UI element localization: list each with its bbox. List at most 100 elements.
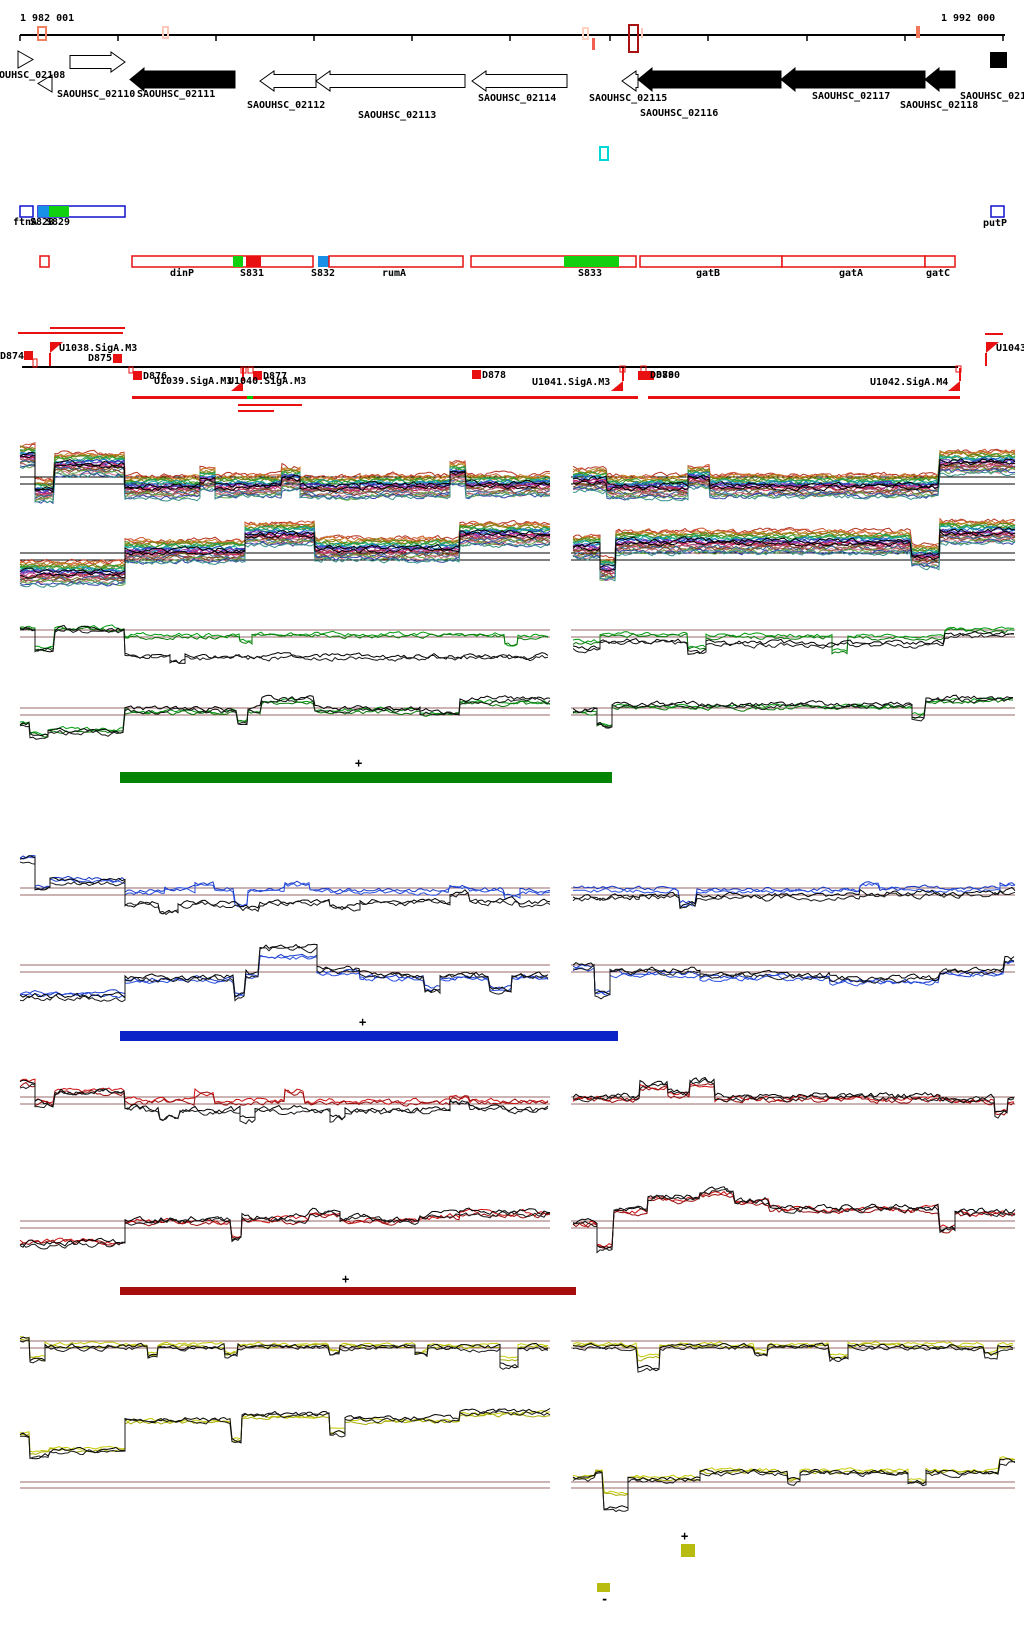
annotation-flag-U1038[interactable] (50, 342, 63, 353)
trace-line (19, 1208, 551, 1246)
gene-SAOUHSC_02116[interactable] (637, 66, 782, 93)
trace-line (19, 953, 549, 996)
feature-row2-box[interactable] (639, 255, 783, 268)
trace-line (572, 628, 1015, 655)
gene-SAOUHSC_02114[interactable] (471, 70, 568, 92)
annotation-flag-U1042[interactable] (948, 381, 960, 391)
trace-line (19, 955, 549, 999)
gene-SAOUHSC_02108[interactable] (17, 50, 35, 69)
trace-line (572, 1193, 1016, 1249)
trace-line (19, 855, 551, 915)
feature-row2-box[interactable] (470, 255, 637, 268)
trace-line (19, 1339, 549, 1370)
trace-line (19, 531, 551, 579)
feature-row2-box[interactable] (328, 255, 464, 268)
expression-bar-blue[interactable] (120, 1031, 618, 1041)
feature-row1-box[interactable] (990, 205, 1005, 218)
trace-line (572, 697, 1014, 729)
marker-box-minus[interactable] (597, 1583, 610, 1592)
annotation-line (238, 404, 302, 406)
feature-row2-box[interactable] (39, 255, 50, 268)
marker-box-plus[interactable] (681, 1544, 695, 1557)
trace-line (572, 886, 1016, 910)
feature-row2-box[interactable] (318, 256, 329, 267)
gene-unlabeled[interactable] (37, 74, 53, 93)
trace-line (572, 958, 1015, 1000)
trace-line (19, 861, 551, 916)
annotation-box-D874[interactable] (24, 351, 33, 360)
annotation-line (238, 410, 274, 412)
feature-row1-box[interactable] (19, 205, 34, 218)
annotation-line (132, 396, 638, 399)
trace-line (572, 468, 1016, 501)
ruler-mark (592, 38, 595, 50)
ruler-mark (162, 26, 169, 39)
ruler-mark (37, 26, 47, 41)
trace-line (19, 1207, 551, 1248)
annotation-box-D878[interactable] (472, 370, 481, 379)
feature-row2-box[interactable] (924, 255, 956, 268)
annotation-box-D876[interactable] (133, 371, 142, 380)
trace-line (19, 454, 551, 497)
trace-line (572, 1456, 1016, 1495)
feature-row2-box[interactable] (781, 255, 926, 268)
trace-line (19, 539, 551, 587)
gene-SAOUHSC_02110[interactable] (69, 51, 126, 73)
annotation-pole (247, 366, 254, 374)
trace-line (19, 1211, 551, 1247)
trace-line (572, 1458, 1016, 1497)
feature-row2-box[interactable] (131, 255, 314, 268)
annotation-box-D875[interactable] (113, 354, 122, 363)
feature-row2-segment (564, 256, 619, 267)
gene-SAOUHSC_02111[interactable] (129, 66, 236, 93)
trace-line (572, 526, 1016, 569)
trace-line (572, 1190, 1016, 1248)
annotation-pole (128, 366, 134, 374)
feature-row1-segment (38, 206, 49, 217)
gene-SAOUHSC_02117[interactable] (780, 66, 926, 93)
trace-line (572, 460, 1016, 492)
trace-line (19, 1336, 549, 1359)
expression-bar-red[interactable] (120, 1287, 576, 1295)
trace-line (19, 943, 549, 999)
trace-line (572, 626, 1015, 652)
trace-line (19, 624, 549, 664)
ruler-mark (916, 26, 920, 38)
trace-line (572, 1076, 1015, 1114)
trace-line (19, 463, 551, 501)
annotation-flag-U1043[interactable] (986, 342, 999, 353)
trace-line (572, 1078, 1015, 1119)
gene-SAOUHSC_02118[interactable] (924, 66, 956, 93)
annotation-line (18, 332, 123, 334)
trace-line (572, 521, 1016, 564)
trace-line (572, 881, 1016, 904)
trace-line (19, 1081, 549, 1107)
annotation-flag-U1039-40[interactable] (231, 381, 243, 391)
annotation-box-D880[interactable] (645, 371, 654, 380)
annotation-box-D879[interactable] (638, 371, 647, 380)
trace-line (19, 449, 551, 489)
trace-line (572, 456, 1016, 486)
gene-SAOUHSC_02115[interactable] (621, 70, 639, 92)
trace-line (572, 890, 1016, 909)
trace-line (572, 1187, 1016, 1254)
trace-line (19, 624, 549, 649)
gene-SAOUHSC_02113[interactable] (315, 70, 466, 92)
feature-row2-segment (246, 256, 261, 267)
trace-line (19, 464, 551, 503)
expression-bar-green[interactable] (120, 772, 612, 783)
trace-line (572, 694, 1014, 728)
trace-line (572, 1186, 1016, 1250)
trace-line (572, 470, 1015, 502)
trace-line (19, 455, 551, 494)
annotation-flag-U1041[interactable] (611, 381, 623, 391)
trace-line (572, 630, 1014, 655)
gene-SAOUHSC_02112[interactable] (259, 70, 317, 92)
trace-line (19, 945, 549, 1003)
annotation-box-D877[interactable] (253, 371, 262, 380)
gene-SAOUHSC_0211[interactable] (990, 52, 1007, 68)
trace-line (572, 698, 1014, 727)
trace-line (572, 1344, 1014, 1373)
